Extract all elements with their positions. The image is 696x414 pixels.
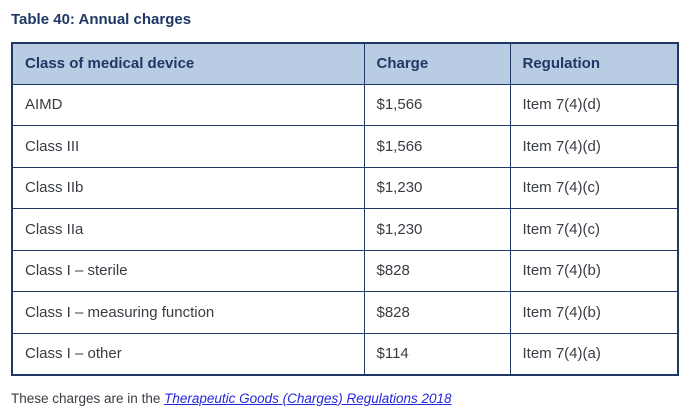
- device-class-cell: Class IIb: [11, 166, 365, 209]
- table-body: AIMD $1,566 Item 7(4)(d) Class III $1,566 Ite…: [11, 83, 679, 375]
- device-class-cell: Class I – other: [11, 332, 365, 375]
- regulation-cell: Item 7(4)(b): [509, 249, 679, 292]
- column-header-device-class: Class of medical device: [11, 42, 365, 85]
- table-row: Class I – sterile $828 Item 7(4)(b): [11, 249, 679, 292]
- charge-cell: $1,230: [363, 166, 511, 209]
- table-row: Class IIa $1,230 Item 7(4)(c): [11, 208, 679, 251]
- device-class-cell: Class I – sterile: [11, 249, 365, 292]
- regulation-cell: Item 7(4)(a): [509, 332, 679, 375]
- regulation-cell: Item 7(4)(b): [509, 291, 679, 334]
- table-row: Class III $1,566 Item 7(4)(d): [11, 125, 679, 168]
- column-header-charge: Charge: [363, 42, 511, 85]
- charge-cell: $114: [363, 332, 511, 375]
- regulation-cell: Item 7(4)(c): [509, 208, 679, 251]
- column-header-regulation: Regulation: [509, 42, 679, 85]
- charge-cell: $1,566: [363, 83, 511, 126]
- table-row: Class IIb $1,230 Item 7(4)(c): [11, 166, 679, 209]
- header-row: Class of medical device Charge Regulatio…: [11, 42, 679, 85]
- table-row: Class I – measuring function $828 Item 7(4…: [11, 291, 679, 334]
- charge-cell: $1,230: [363, 208, 511, 251]
- footer-note: These charges are in the Therapeutic Goo…: [11, 390, 688, 407]
- charge-cell: $1,566: [363, 125, 511, 168]
- charge-cell: $828: [363, 291, 511, 334]
- device-class-cell: AIMD: [11, 83, 365, 126]
- table-row: Class I – other $114 Item 7(4)(a): [11, 332, 679, 375]
- regulation-cell: Item 7(4)(d): [509, 125, 679, 168]
- device-class-cell: Class IIa: [11, 208, 365, 251]
- table-row: AIMD $1,566 Item 7(4)(d): [11, 83, 679, 126]
- table-caption: Table 40: Annual charges: [11, 11, 192, 28]
- regulation-cell: Item 7(4)(c): [509, 166, 679, 209]
- footer-text: These charges are in the: [11, 390, 161, 406]
- charge-cell: $828: [363, 249, 511, 292]
- regulation-cell: Item 7(4)(d): [509, 83, 679, 126]
- annual-charges-table: Class of medical device Charge Regulatio…: [11, 42, 679, 376]
- regulations-link[interactable]: Therapeutic Goods (Charges) Regulations …: [164, 390, 452, 406]
- device-class-cell: Class I – measuring function: [11, 291, 365, 334]
- device-class-cell: Class III: [11, 125, 365, 168]
